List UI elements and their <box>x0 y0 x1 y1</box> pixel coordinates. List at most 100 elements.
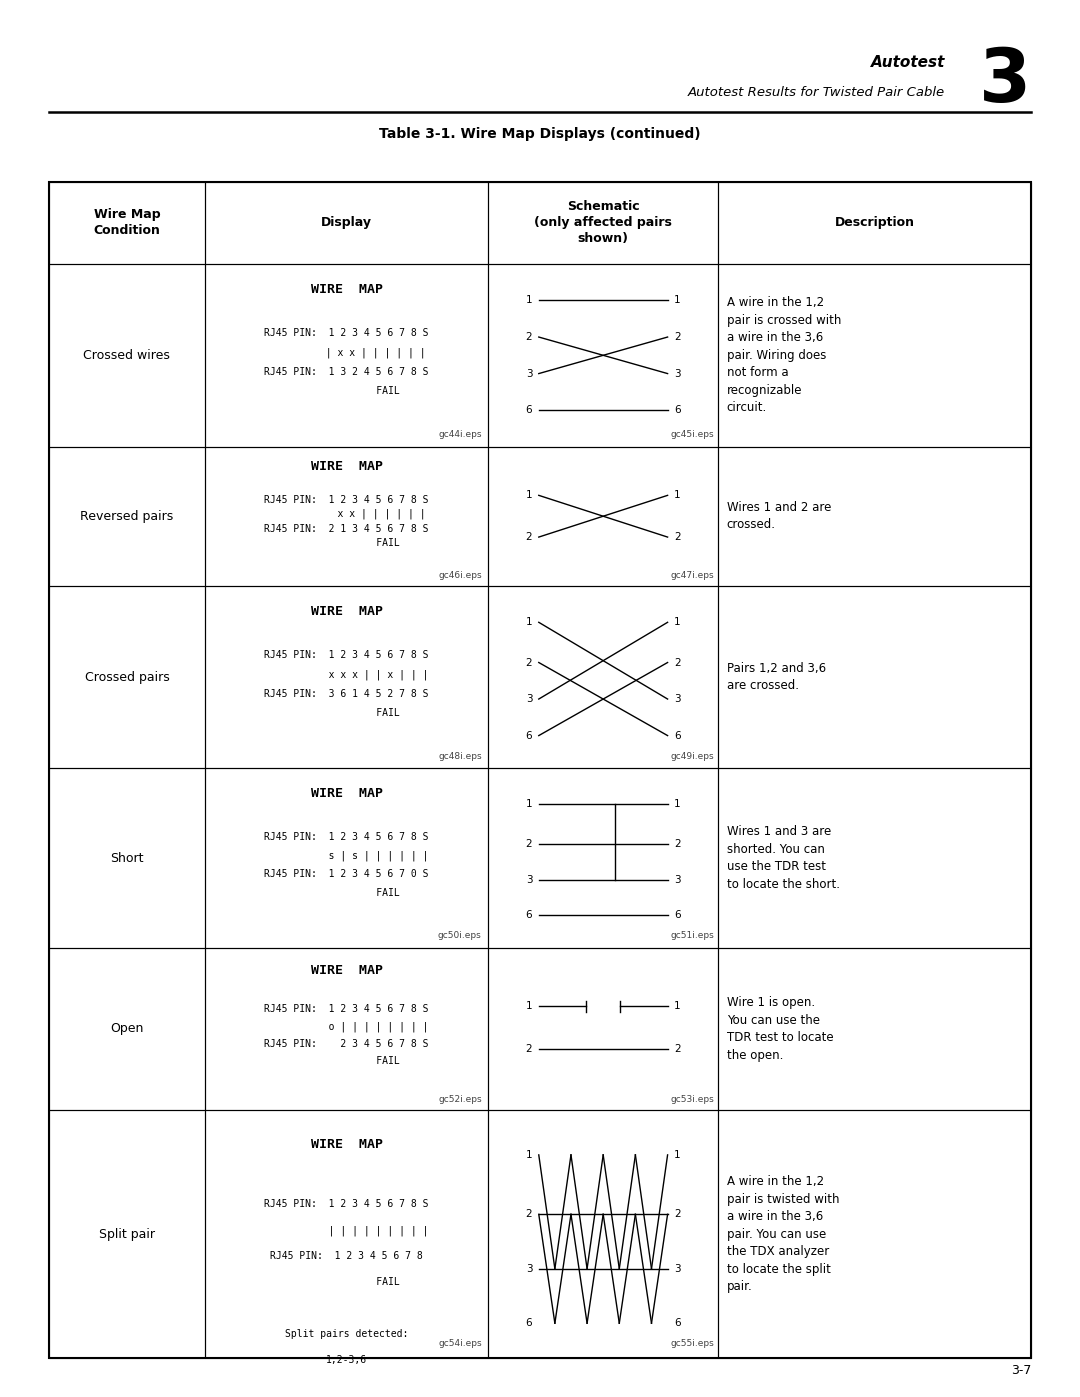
Text: Autotest: Autotest <box>870 56 945 70</box>
Bar <box>718 182 1031 264</box>
Text: RJ45 PIN:  1 2 3 4 5 6 7 8 S: RJ45 PIN: 1 2 3 4 5 6 7 8 S <box>265 328 429 338</box>
Bar <box>718 264 1031 447</box>
Text: 2: 2 <box>674 658 680 668</box>
Bar <box>49 182 1031 1358</box>
Text: RJ45 PIN:  1 2 3 4 5 6 7 8 S: RJ45 PIN: 1 2 3 4 5 6 7 8 S <box>265 1200 429 1210</box>
Bar <box>718 947 1031 1111</box>
Text: RJ45 PIN:  1 2 3 4 5 6 7 8 S: RJ45 PIN: 1 2 3 4 5 6 7 8 S <box>265 650 429 661</box>
Text: gc45i.eps: gc45i.eps <box>671 430 714 439</box>
Bar <box>488 1111 718 1358</box>
Bar <box>718 585 1031 768</box>
Text: 6: 6 <box>674 405 680 415</box>
Text: gc44i.eps: gc44i.eps <box>438 430 482 439</box>
Text: 3-7: 3-7 <box>1011 1365 1031 1377</box>
Text: Description: Description <box>835 217 915 229</box>
Text: Autotest Results for Twisted Pair Cable: Autotest Results for Twisted Pair Cable <box>688 85 945 99</box>
Text: RJ45 PIN:  1 2 3 4 5 6 7 8 S: RJ45 PIN: 1 2 3 4 5 6 7 8 S <box>265 1004 429 1014</box>
Bar <box>49 1111 205 1358</box>
Text: Split pairs detected:: Split pairs detected: <box>285 1330 408 1340</box>
Text: RJ45 PIN:  1 2 3 4 5 6 7 8: RJ45 PIN: 1 2 3 4 5 6 7 8 <box>270 1252 423 1261</box>
Text: 6: 6 <box>526 911 532 921</box>
Text: A wire in the 1,2
pair is crossed with
a wire in the 3,6
pair. Wiring does
not f: A wire in the 1,2 pair is crossed with a… <box>727 296 841 415</box>
Bar <box>205 585 488 768</box>
Text: Wires 1 and 3 are
shorted. You can
use the TDR test
to locate the short.: Wires 1 and 3 are shorted. You can use t… <box>727 826 840 891</box>
Bar <box>49 947 205 1111</box>
Bar <box>49 768 205 947</box>
Text: | x x | | | | | |: | x x | | | | | | <box>268 348 426 358</box>
Text: RJ45 PIN:  3 6 1 4 5 2 7 8 S: RJ45 PIN: 3 6 1 4 5 2 7 8 S <box>265 689 429 698</box>
Bar <box>49 182 205 264</box>
Text: RJ45 PIN:  1 3 2 4 5 6 7 8 S: RJ45 PIN: 1 3 2 4 5 6 7 8 S <box>265 367 429 377</box>
Text: FAIL: FAIL <box>294 386 400 395</box>
Text: s | s | | | | | |: s | s | | | | | | <box>265 851 429 861</box>
Text: 6: 6 <box>526 1319 532 1329</box>
Text: RJ45 PIN:  1 2 3 4 5 6 7 8 S: RJ45 PIN: 1 2 3 4 5 6 7 8 S <box>265 831 429 841</box>
Bar <box>488 264 718 447</box>
Text: Crossed wires: Crossed wires <box>83 349 171 362</box>
Text: 1: 1 <box>526 296 532 306</box>
Text: 2: 2 <box>526 332 532 342</box>
Text: 1: 1 <box>526 799 532 809</box>
Bar <box>49 585 205 768</box>
Text: FAIL: FAIL <box>294 538 400 549</box>
Text: Display: Display <box>321 217 373 229</box>
Text: Wire Map
Condition: Wire Map Condition <box>94 208 160 237</box>
Text: 1: 1 <box>526 1002 532 1011</box>
Bar <box>205 1111 488 1358</box>
Text: gc50i.eps: gc50i.eps <box>437 932 482 940</box>
Text: 3: 3 <box>526 1264 532 1274</box>
Text: RJ45 PIN:  2 1 3 4 5 6 7 8 S: RJ45 PIN: 2 1 3 4 5 6 7 8 S <box>265 524 429 534</box>
Text: Reversed pairs: Reversed pairs <box>80 510 174 522</box>
Text: WIRE  MAP: WIRE MAP <box>311 964 382 977</box>
Text: FAIL: FAIL <box>294 708 400 718</box>
Bar <box>488 947 718 1111</box>
Text: 2: 2 <box>526 1044 532 1053</box>
Text: WIRE  MAP: WIRE MAP <box>311 284 382 296</box>
Bar <box>718 768 1031 947</box>
Text: Wires 1 and 2 are
crossed.: Wires 1 and 2 are crossed. <box>727 502 832 531</box>
Text: 2: 2 <box>674 838 680 849</box>
Text: 6: 6 <box>674 1319 680 1329</box>
Text: 3: 3 <box>526 694 532 704</box>
Bar <box>488 768 718 947</box>
Text: 3: 3 <box>674 369 680 379</box>
Text: 2: 2 <box>674 532 680 542</box>
Text: 2: 2 <box>674 332 680 342</box>
Text: Short: Short <box>110 852 144 865</box>
Text: 2: 2 <box>674 1210 680 1220</box>
Text: 1: 1 <box>526 617 532 627</box>
Text: FAIL: FAIL <box>294 1277 400 1288</box>
Text: A wire in the 1,2
pair is twisted with
a wire in the 3,6
pair. You can use
the T: A wire in the 1,2 pair is twisted with a… <box>727 1175 839 1294</box>
Text: x x | | | | | |: x x | | | | | | <box>268 509 426 520</box>
Text: FAIL: FAIL <box>294 1056 400 1066</box>
Text: gc49i.eps: gc49i.eps <box>671 752 714 761</box>
Text: Table 3-1. Wire Map Displays (continued): Table 3-1. Wire Map Displays (continued) <box>379 127 701 141</box>
Bar <box>488 182 718 264</box>
Text: o | | | | | | | |: o | | | | | | | | <box>265 1021 429 1032</box>
Text: 3: 3 <box>674 875 680 884</box>
Text: WIRE  MAP: WIRE MAP <box>311 460 382 472</box>
Text: 6: 6 <box>526 731 532 740</box>
Text: gc54i.eps: gc54i.eps <box>438 1338 482 1348</box>
Text: 6: 6 <box>674 911 680 921</box>
Text: x x x | | x | | |: x x x | | x | | | <box>265 669 429 679</box>
Text: 1: 1 <box>526 490 532 500</box>
Text: gc48i.eps: gc48i.eps <box>438 752 482 761</box>
Bar <box>718 447 1031 585</box>
Text: Schematic
(only affected pairs
shown): Schematic (only affected pairs shown) <box>535 200 672 246</box>
Text: WIRE  MAP: WIRE MAP <box>311 605 382 617</box>
Bar <box>205 447 488 585</box>
Text: Pairs 1,2 and 3,6
are crossed.: Pairs 1,2 and 3,6 are crossed. <box>727 662 826 693</box>
Text: 2: 2 <box>674 1044 680 1053</box>
Bar <box>205 182 488 264</box>
Text: 2: 2 <box>526 1210 532 1220</box>
Text: RJ45 PIN:  1 2 3 4 5 6 7 0 S: RJ45 PIN: 1 2 3 4 5 6 7 0 S <box>265 869 429 879</box>
Text: 3: 3 <box>674 1264 680 1274</box>
Text: 1,2-3,6: 1,2-3,6 <box>326 1355 367 1365</box>
Bar <box>49 264 205 447</box>
Text: gc46i.eps: gc46i.eps <box>438 571 482 580</box>
Text: 3: 3 <box>674 694 680 704</box>
Text: gc53i.eps: gc53i.eps <box>670 1095 714 1104</box>
Text: | | | | | | | | |: | | | | | | | | | <box>265 1225 429 1235</box>
Text: RJ45 PIN:  1 2 3 4 5 6 7 8 S: RJ45 PIN: 1 2 3 4 5 6 7 8 S <box>265 495 429 504</box>
